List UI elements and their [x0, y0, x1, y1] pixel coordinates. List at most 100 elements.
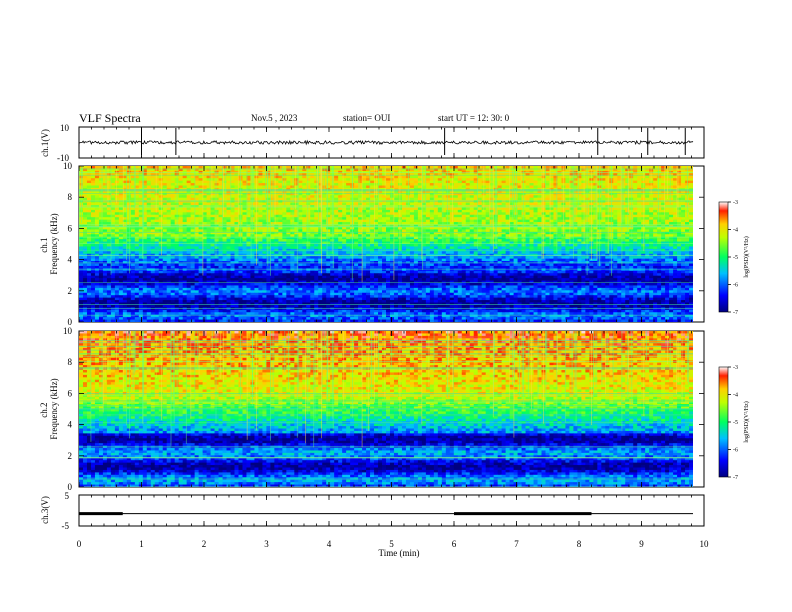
- spectrogram-cell: [106, 236, 112, 240]
- spectrogram-cell: [461, 175, 467, 179]
- spectrogram-cell: [677, 214, 682, 218]
- spectrogram-cell: [266, 205, 271, 208]
- spectrogram-cell: [409, 241, 415, 245]
- spectrogram-cell: [382, 239, 387, 242]
- spectrogram-cell: [102, 222, 108, 225]
- spectrogram-cell: [577, 226, 582, 230]
- spectrogram-cell: [601, 207, 606, 211]
- spectrogram-cell: [382, 166, 387, 169]
- spectrogram-cell: [270, 234, 275, 238]
- spectrogram-cell: [262, 229, 267, 233]
- spectrogram-cell: [94, 175, 100, 179]
- spectrogram-cell: [581, 190, 586, 194]
- spectrogram-cell: [262, 200, 267, 203]
- spectrogram-cell: [322, 241, 327, 245]
- spectrogram-cell: [122, 175, 128, 179]
- spectrogram-cell: [513, 192, 518, 196]
- spectrogram-cell: [286, 219, 291, 223]
- spectrogram-cell: [198, 205, 203, 208]
- spectrogram-cell: [218, 202, 223, 206]
- spectrogram-cell: [358, 173, 363, 177]
- spectrogram-cell: [497, 219, 503, 223]
- spectrogram-cell: [382, 229, 387, 233]
- spectrogram-cell: [485, 192, 491, 196]
- spectrogram-cell: [274, 190, 279, 194]
- spectrogram-cell: [170, 234, 176, 238]
- spectrogram-cell: [138, 168, 144, 172]
- spectrogram-cell: [346, 197, 351, 201]
- spectrogram-cell: [86, 239, 92, 242]
- spectrogram-cell: [449, 175, 455, 179]
- spectrogram-cell: [689, 205, 693, 208]
- spectrogram-cell: [114, 234, 120, 238]
- spectrogram-cell: [142, 212, 148, 216]
- spectrogram-cell: [509, 234, 514, 238]
- spectrogram-cell: [94, 195, 100, 199]
- spectrogram-cell: [633, 205, 638, 208]
- spectrogram-cell: [370, 205, 375, 208]
- spectrogram-cell: [417, 229, 423, 233]
- spectrogram-cell: [557, 229, 562, 233]
- spectrogram-cell: [573, 183, 578, 186]
- spectrogram-cell: [645, 214, 650, 218]
- spectrogram-cell: [401, 197, 407, 201]
- spectrogram-cell: [374, 166, 379, 169]
- spectrogram-cell: [262, 234, 267, 238]
- spectrogram-cell: [653, 200, 658, 203]
- spectrogram-cell: [342, 185, 347, 189]
- spectrogram-cell: [110, 166, 116, 169]
- spectrogram-cell: [509, 185, 514, 189]
- spectrogram-cell: [130, 244, 136, 247]
- spectrogram-cell: [210, 183, 215, 186]
- spectrogram-cell: [605, 212, 610, 216]
- spectrogram-cell: [230, 234, 235, 238]
- spectrogram-cell: [401, 178, 407, 182]
- spectrogram-cell: [593, 173, 598, 177]
- spectrogram-cell: [182, 229, 188, 233]
- spectrogram-cell: [457, 212, 463, 216]
- spectrogram-cell: [561, 236, 566, 240]
- spectrogram-cell: [326, 197, 331, 201]
- spectrogram-cell: [178, 205, 184, 208]
- spectrogram-cell: [573, 241, 578, 245]
- spectrogram-cell: [82, 229, 88, 233]
- spectrogram-cell: [310, 226, 315, 230]
- spectrogram-cell: [122, 209, 128, 213]
- spectrogram-cell: [689, 217, 693, 221]
- spectrogram-cell: [653, 178, 658, 182]
- spectrogram-cell: [82, 200, 88, 203]
- spectrogram-cell: [529, 241, 534, 245]
- spectrogram-cell: [386, 214, 391, 218]
- spectrogram-cell: [262, 231, 267, 235]
- spectrogram-cell: [294, 168, 299, 172]
- spectrogram-cell: [593, 190, 598, 194]
- spectrogram-cell: [477, 190, 483, 194]
- spectrogram-cell: [118, 205, 124, 208]
- spectrogram-cell: [457, 236, 463, 240]
- spectrogram-cell: [386, 241, 391, 245]
- spectrogram-cell: [234, 234, 239, 238]
- spectrogram-cell: [573, 222, 578, 225]
- spectrogram-cell: [98, 236, 104, 240]
- spectrogram-cell: [569, 212, 574, 216]
- spectrogram-cell: [366, 178, 371, 182]
- spectrogram-cell: [441, 231, 447, 235]
- spectrogram-cell: [493, 229, 499, 233]
- spectrogram-cell: [202, 239, 207, 242]
- spectrogram-cell: [469, 207, 475, 211]
- spectrogram-cell: [533, 200, 538, 203]
- spectrogram-cell: [334, 219, 339, 223]
- spectrogram-cell: [449, 239, 455, 242]
- spectrogram-cell: [170, 192, 176, 196]
- spectrogram-cell: [154, 200, 160, 203]
- spectrogram-cell: [158, 214, 164, 218]
- spectrogram-cell: [401, 175, 407, 179]
- spectrogram-cell: [581, 205, 586, 208]
- spectrogram-cell: [154, 231, 160, 235]
- spectrogram-cell: [266, 219, 271, 223]
- spectrogram-cell: [82, 190, 88, 194]
- spectrogram-cell: [621, 231, 626, 235]
- spectrogram-cell: [342, 212, 347, 216]
- spectrogram-cell: [114, 231, 120, 235]
- spectrogram-cell: [593, 168, 598, 172]
